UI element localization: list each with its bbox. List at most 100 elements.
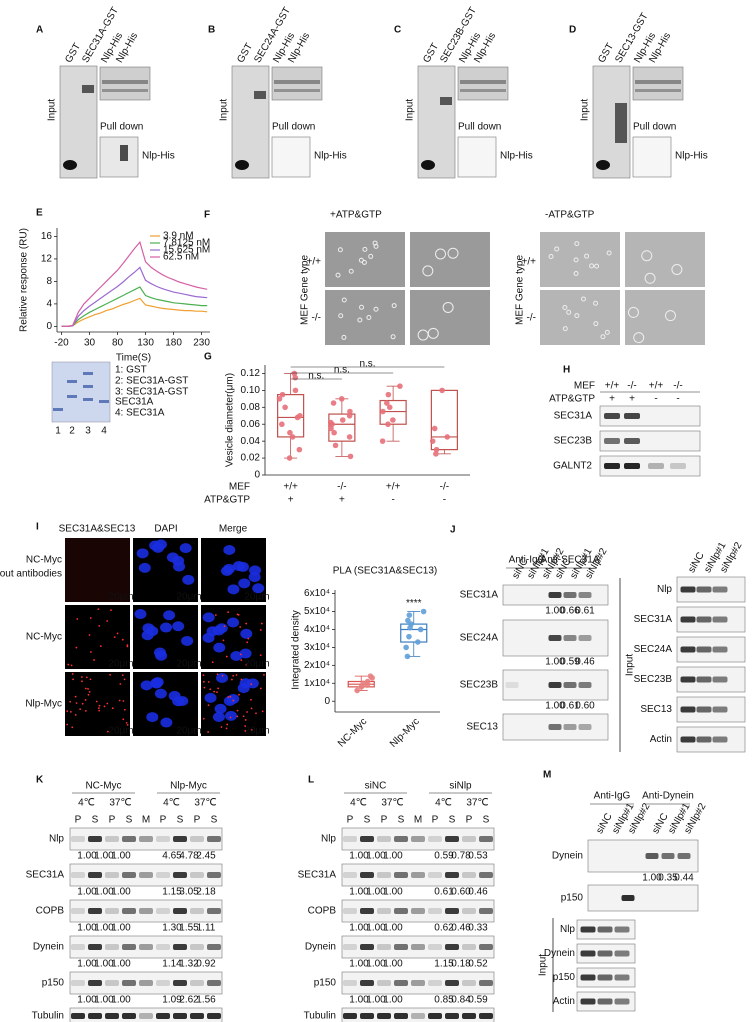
- lane-label: P: [347, 815, 354, 826]
- pla-dot: [239, 653, 242, 656]
- lane-number: 3: [85, 426, 91, 437]
- lane-label: GST: [421, 42, 441, 65]
- band: [670, 463, 686, 469]
- band: [479, 1013, 493, 1019]
- band: [139, 836, 153, 842]
- band: [677, 853, 691, 859]
- lane-label: P: [194, 815, 201, 826]
- band: [621, 895, 635, 901]
- pla-dot: [74, 713, 77, 716]
- band: [394, 836, 408, 842]
- pla-dot: [76, 618, 79, 620]
- band: [428, 872, 442, 878]
- pla-dot: [220, 726, 223, 728]
- band: [105, 980, 119, 986]
- blot: [599, 455, 701, 477]
- pla-dot: [84, 687, 87, 690]
- pla-dot: [88, 634, 91, 636]
- panel-letter: F: [204, 210, 210, 221]
- quant-label: 1.00: [94, 959, 114, 970]
- band: [411, 836, 425, 842]
- row-label: ATP&GTP: [549, 394, 595, 405]
- nucleus: [134, 609, 147, 620]
- pla-dot: [126, 645, 129, 648]
- nucleus: [223, 545, 236, 556]
- y-tick-label: 4: [46, 299, 52, 310]
- pla-dot: [110, 609, 112, 612]
- band: [139, 872, 153, 878]
- pla-dot: [126, 644, 129, 647]
- band: [712, 736, 728, 743]
- band: [505, 682, 519, 688]
- micrograph: [65, 538, 130, 602]
- band: [173, 944, 187, 950]
- pla-dot: [245, 622, 248, 625]
- gel-image: [51, 361, 111, 423]
- pla-dot: [113, 636, 116, 639]
- pla-dot: [121, 674, 124, 677]
- blot: [599, 430, 701, 452]
- pla-dot: [236, 613, 239, 616]
- pla-dot: [207, 681, 210, 683]
- row-label: Actin: [650, 734, 672, 745]
- row-label: MEF: [229, 482, 250, 493]
- pla-dot: [119, 683, 122, 685]
- band: [190, 980, 204, 986]
- band: [479, 944, 493, 950]
- band: [88, 908, 102, 914]
- probe-label: Nlp-His: [142, 151, 175, 162]
- vesicle: [584, 253, 590, 259]
- band: [548, 635, 562, 641]
- vesicle: [573, 271, 579, 277]
- pla-dot: [80, 676, 83, 678]
- quant-label: 1.00: [349, 851, 369, 862]
- axis-label: MEF Gene type: [300, 255, 311, 325]
- lane-label: P: [75, 815, 82, 826]
- band: [428, 980, 442, 986]
- band: [207, 872, 221, 878]
- pla-dot: [98, 709, 101, 712]
- point: [346, 434, 353, 440]
- pla-dot: [223, 625, 226, 628]
- band: [712, 646, 728, 653]
- nucleus: [163, 610, 176, 621]
- quant-label: 1.00: [94, 995, 114, 1006]
- row-label: NC-Myc: [26, 555, 62, 566]
- pla-dot: [84, 710, 87, 712]
- panel-letter: K: [36, 775, 44, 786]
- quant-label: 1.00: [77, 923, 97, 934]
- band: [71, 908, 85, 914]
- band: [394, 908, 408, 914]
- em-image: [325, 290, 405, 345]
- quant-label: 1.00: [349, 923, 369, 934]
- quant-label: 1.55: [179, 923, 199, 934]
- band: [460, 80, 506, 84]
- vesicle: [574, 313, 580, 319]
- probe-label: Nlp-His: [675, 151, 708, 162]
- nucleus: [215, 623, 228, 634]
- blot: [59, 65, 98, 179]
- band: [122, 908, 136, 914]
- band: [190, 872, 204, 878]
- band: [343, 908, 357, 914]
- band: [139, 944, 153, 950]
- pla-dot: [259, 654, 262, 657]
- vesicle: [562, 326, 568, 332]
- vesicle: [338, 313, 344, 319]
- band: [83, 398, 93, 401]
- band: [99, 400, 109, 403]
- band: [173, 980, 187, 986]
- nucleus: [214, 703, 227, 714]
- band: [122, 944, 136, 950]
- scale-bar-label: 20μm: [108, 592, 133, 603]
- scale-bar-label: 20μm: [176, 592, 201, 603]
- band: [360, 908, 374, 914]
- point: [327, 419, 334, 426]
- pla-dot: [125, 721, 128, 724]
- pla-dot: [111, 707, 114, 710]
- point: [403, 644, 409, 651]
- point: [338, 396, 345, 402]
- pla-dot: [202, 680, 205, 683]
- row-label: Dynein: [544, 948, 575, 959]
- band: [235, 160, 249, 170]
